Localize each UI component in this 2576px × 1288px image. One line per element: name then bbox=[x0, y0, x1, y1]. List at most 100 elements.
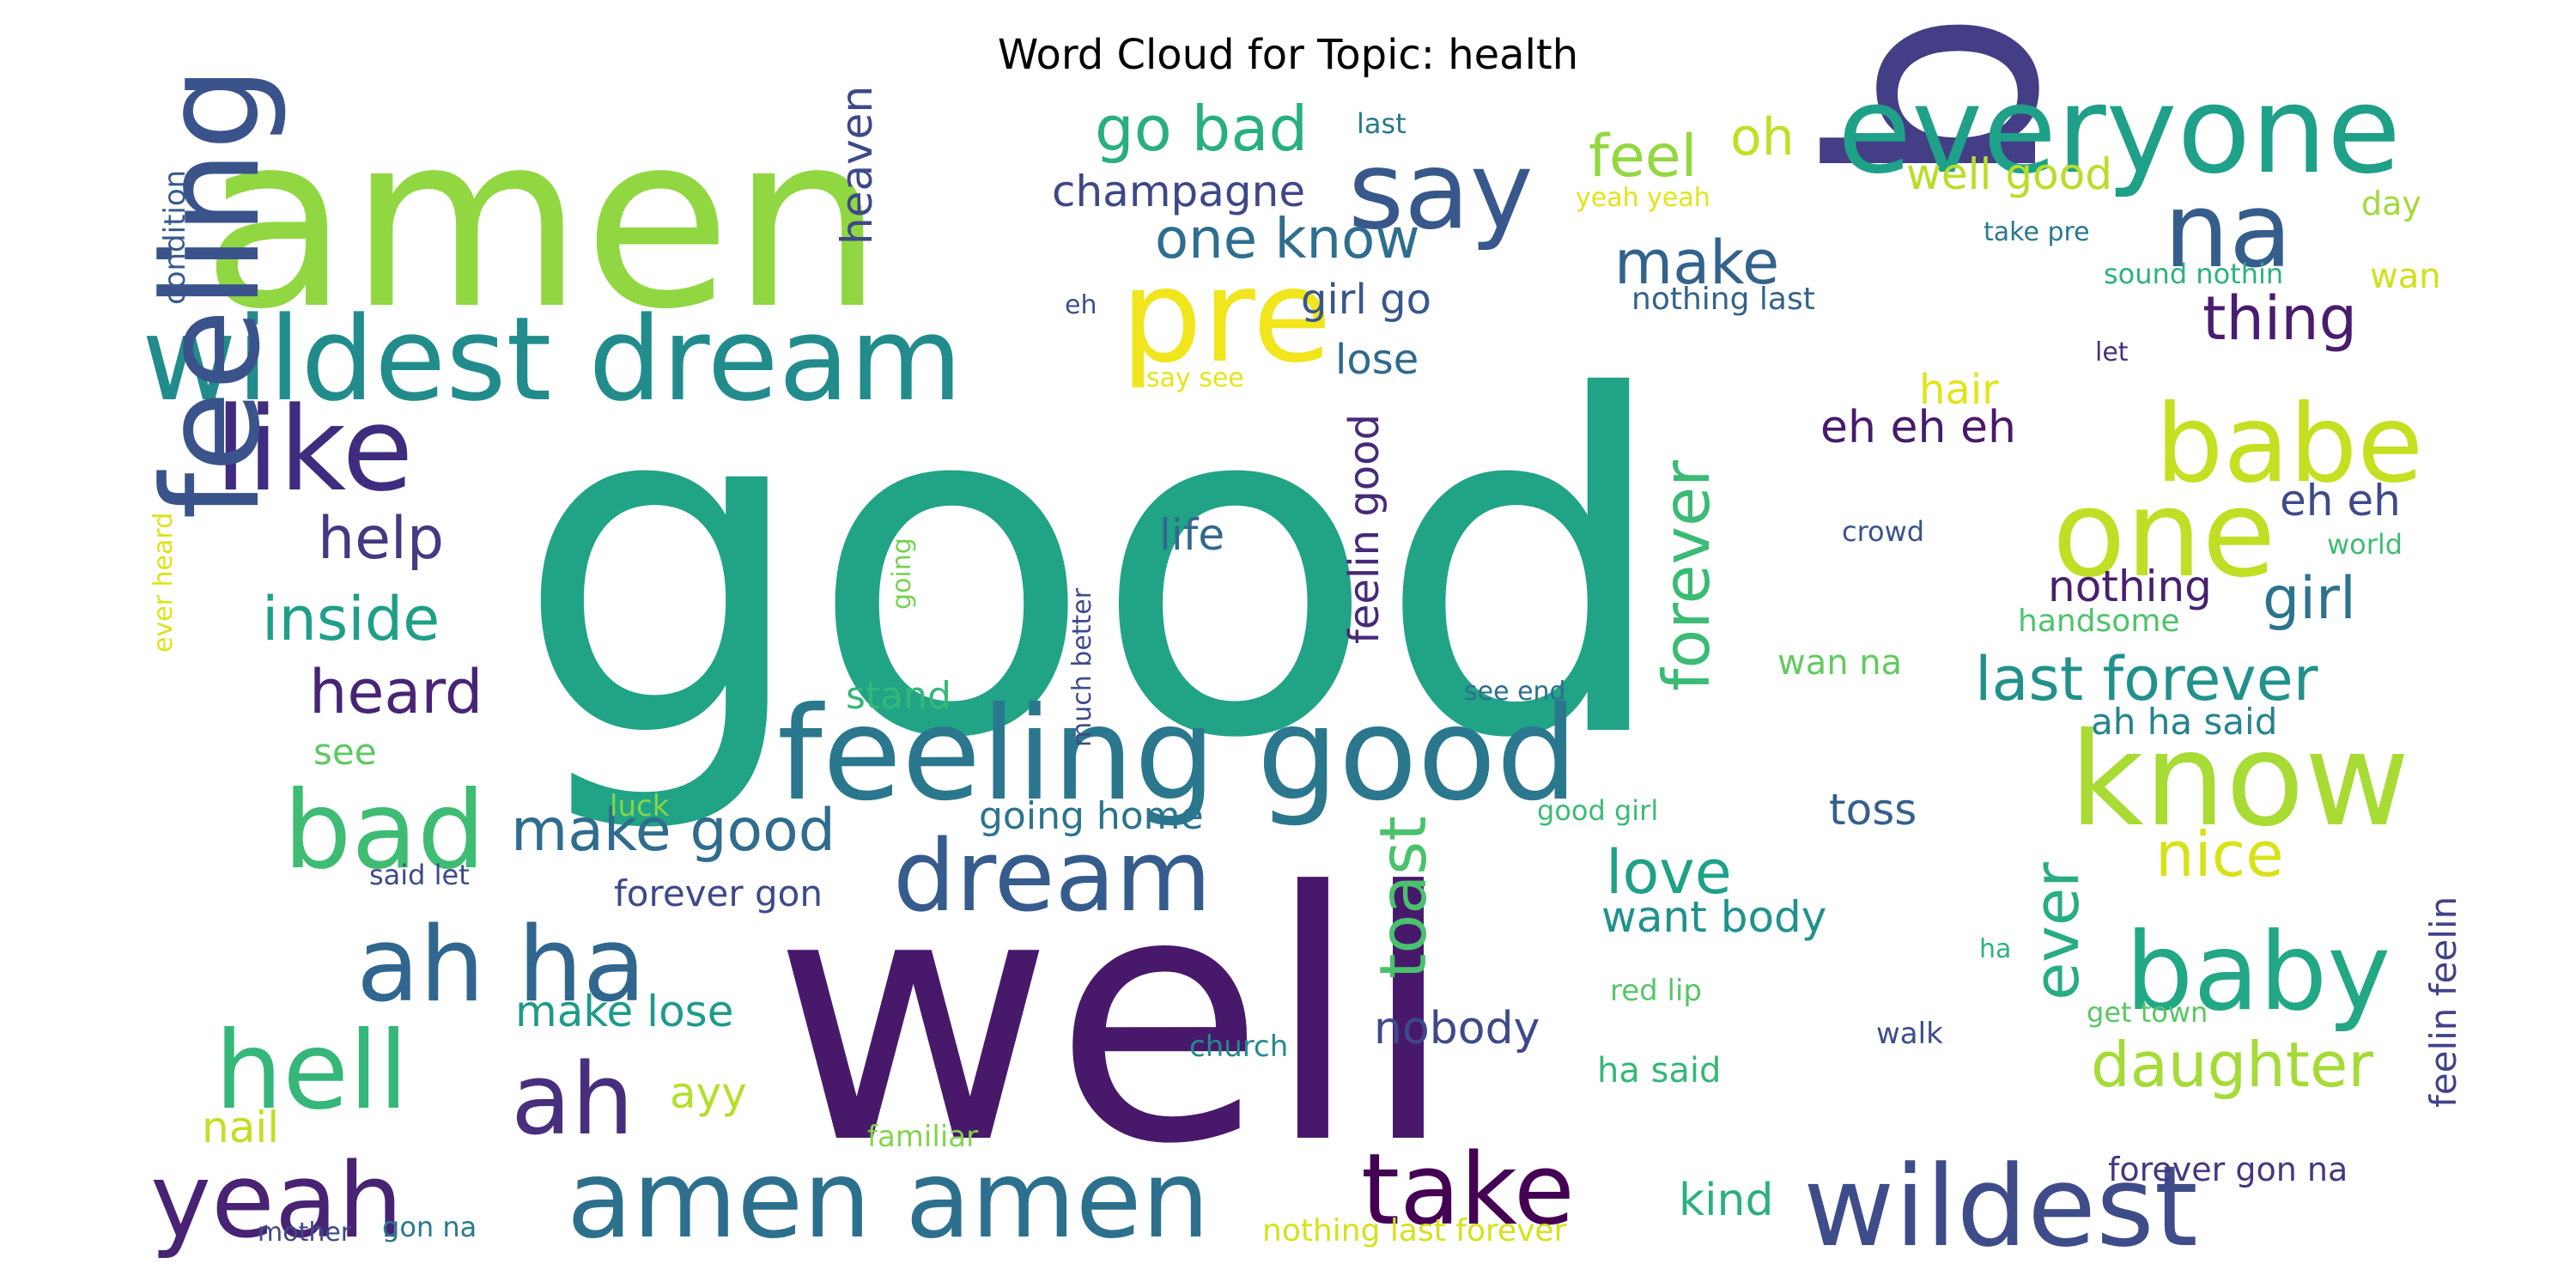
word-wan-na: wan na bbox=[1777, 643, 1902, 683]
word-feel: feel bbox=[1589, 123, 1698, 191]
word-day: day bbox=[2361, 185, 2421, 222]
word-everyone: everyone bbox=[1838, 61, 2401, 201]
word-eh-eh-eh: eh eh eh bbox=[1820, 402, 2016, 453]
word-make-lose: make lose bbox=[515, 987, 733, 1036]
word-feelin-good: feelin good bbox=[1340, 414, 1388, 644]
word-nobody: nobody bbox=[1374, 1003, 1540, 1054]
word-well: well bbox=[773, 820, 1456, 1219]
word-luck: luck bbox=[610, 789, 670, 823]
word-yeah-yeah: yeah yeah bbox=[1576, 183, 1710, 213]
word-sound-nothin: sound nothin bbox=[2104, 258, 2283, 290]
word-nothing: nothing bbox=[2048, 562, 2212, 611]
word-familiar: familiar bbox=[867, 1120, 978, 1154]
word-body: body bbox=[1772, 0, 2102, 189]
word-eh-eh: eh eh bbox=[2280, 476, 2401, 526]
word-going: going bbox=[887, 538, 917, 610]
word-na: na bbox=[2164, 172, 2293, 291]
word-said-let: said let bbox=[369, 859, 470, 891]
word-heard: heard bbox=[309, 657, 483, 727]
word-hair: hair bbox=[1919, 366, 1999, 414]
word-say-see: say see bbox=[1146, 363, 1244, 393]
word-girl: girl bbox=[2263, 565, 2356, 633]
word-toss: toss bbox=[1829, 785, 1917, 835]
word-one-know: one know bbox=[1155, 208, 1420, 271]
word-forever-gon-na: forever gon na bbox=[2108, 1151, 2348, 1188]
word-hell: hell bbox=[215, 1009, 409, 1133]
word-help: help bbox=[318, 505, 444, 573]
word-daughter: daughter bbox=[2091, 1029, 2373, 1101]
word-good: good bbox=[515, 301, 1671, 840]
word-world: world bbox=[2327, 528, 2403, 561]
word-love: love bbox=[1606, 837, 1732, 908]
word-mother: mother bbox=[258, 1218, 352, 1248]
word-gon-na: gon na bbox=[382, 1211, 477, 1243]
word-champagne: champagne bbox=[1052, 167, 1305, 216]
word-ever-heard: ever heard bbox=[149, 513, 179, 653]
word-walk: walk bbox=[1876, 1017, 1943, 1051]
word-feeling: feeling bbox=[134, 66, 289, 519]
word-feeling-good: feeling good bbox=[777, 680, 1578, 829]
word-stand: stand bbox=[846, 674, 951, 718]
word-ha-said: ha said bbox=[1597, 1051, 1721, 1091]
word-baby: baby bbox=[2125, 910, 2391, 1035]
word-know: know bbox=[2069, 706, 2409, 855]
word-wildest-dream: wildest dream bbox=[142, 292, 963, 427]
word-amen-amen: amen amen bbox=[567, 1138, 1210, 1262]
word-girl-go: girl go bbox=[1301, 276, 1431, 324]
word-say: say bbox=[1348, 129, 1534, 253]
word-thing: thing bbox=[2202, 283, 2357, 354]
word-well-good: well good bbox=[1906, 149, 2112, 199]
word-condition: condition bbox=[158, 170, 192, 305]
word-one: one bbox=[2052, 465, 2276, 605]
word-life: life bbox=[1159, 510, 1224, 560]
word-nice: nice bbox=[2155, 818, 2284, 890]
word-see-end: see end bbox=[1464, 677, 1566, 707]
word-ayy: ayy bbox=[670, 1068, 747, 1118]
word-make: make bbox=[1614, 228, 1779, 298]
word-nothing-last-forever: nothing last forever bbox=[1262, 1213, 1567, 1249]
word-last: last bbox=[1357, 107, 1406, 140]
word-take: take bbox=[1361, 1133, 1575, 1248]
word-pre: pre bbox=[1121, 242, 1332, 392]
word-wan: wan bbox=[2370, 257, 2441, 296]
word-handsome: handsome bbox=[2018, 604, 2180, 639]
word-inside: inside bbox=[262, 584, 440, 654]
word-wildest: wildest bbox=[1803, 1141, 2198, 1272]
word-want-body: want body bbox=[1601, 892, 1826, 942]
word-ah-ha: ah ha bbox=[356, 906, 646, 1025]
word-kind: kind bbox=[1679, 1175, 1774, 1226]
chart-title: Word Cloud for Topic: health bbox=[997, 31, 1579, 79]
word-bad: bad bbox=[283, 769, 485, 893]
word-ah-ha-said: ah ha said bbox=[2091, 701, 2277, 743]
word-go-bad: go bad bbox=[1095, 93, 1308, 165]
word-babe: babe bbox=[2155, 382, 2423, 507]
word-toast: toast bbox=[1365, 816, 1441, 979]
word-get-town: get town bbox=[2087, 996, 2208, 1029]
word-red-lip: red lip bbox=[1610, 974, 1702, 1008]
word-going-home: going home bbox=[979, 794, 1204, 838]
word-like: like bbox=[215, 382, 413, 517]
word-last-forever: last forever bbox=[1975, 644, 2318, 714]
word-lose: lose bbox=[1335, 336, 1419, 384]
word-good-girl: good girl bbox=[1537, 794, 1658, 827]
word-eh: eh bbox=[1065, 290, 1097, 320]
word-yeah: yeah bbox=[150, 1142, 403, 1261]
word-amen: amen bbox=[202, 82, 884, 362]
word-dream: dream bbox=[893, 819, 1212, 934]
word-forever: forever bbox=[1649, 460, 1724, 691]
word-forever-gon: forever gon bbox=[614, 872, 823, 914]
word-let: let bbox=[2095, 337, 2129, 368]
word-nothing-last: nothing last bbox=[1631, 282, 1815, 317]
word-make-good: make good bbox=[511, 797, 835, 865]
word-ever: ever bbox=[2020, 862, 2093, 1000]
word-oh: oh bbox=[1730, 107, 1795, 167]
word-feelin-feelin: feelin feelin bbox=[2422, 896, 2464, 1108]
word-church: church bbox=[1189, 1030, 1288, 1064]
word-much-better: much better bbox=[1067, 587, 1097, 747]
word-ah: ah bbox=[511, 1042, 634, 1157]
word-see: see bbox=[313, 731, 377, 773]
word-ha: ha bbox=[1979, 934, 2011, 964]
word-heaven: heaven bbox=[832, 86, 882, 245]
